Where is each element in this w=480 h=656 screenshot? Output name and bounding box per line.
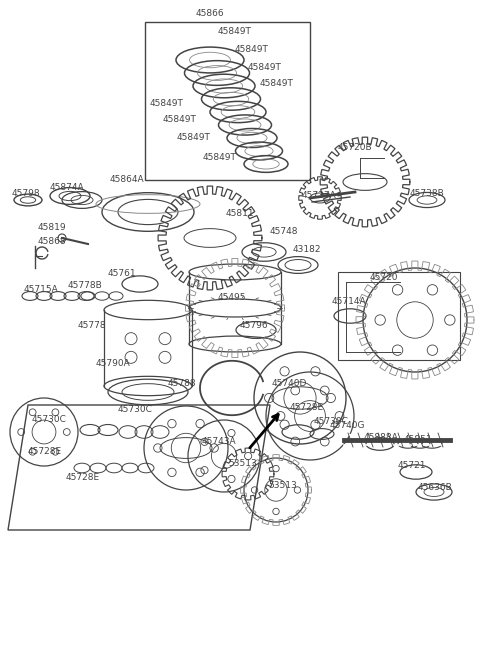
- Text: 45495: 45495: [218, 293, 247, 302]
- Text: 45866: 45866: [196, 9, 224, 18]
- Text: 45761: 45761: [108, 270, 137, 279]
- Text: 45728E: 45728E: [290, 403, 324, 413]
- Text: 45849T: 45849T: [235, 45, 269, 54]
- Text: 45849T: 45849T: [177, 133, 211, 142]
- Text: 45796: 45796: [240, 321, 269, 329]
- Text: 45740D: 45740D: [272, 379, 307, 388]
- Text: 53513: 53513: [228, 459, 257, 468]
- Text: 45778B: 45778B: [68, 281, 103, 289]
- Text: 45720B: 45720B: [338, 144, 372, 152]
- Text: 45738B: 45738B: [410, 190, 445, 199]
- Text: 45849T: 45849T: [150, 98, 184, 108]
- Text: 45730C: 45730C: [32, 415, 67, 424]
- Text: 45849T: 45849T: [163, 115, 197, 125]
- Text: 45798: 45798: [12, 188, 41, 197]
- Text: 45788: 45788: [168, 379, 197, 388]
- Text: 45748: 45748: [270, 228, 299, 237]
- Text: 45715A: 45715A: [24, 285, 59, 295]
- Text: 45874A: 45874A: [50, 184, 84, 192]
- Text: 45849T: 45849T: [260, 79, 294, 89]
- Text: 45743A: 45743A: [202, 436, 237, 445]
- Text: 45728E: 45728E: [28, 447, 62, 457]
- Text: 45730C: 45730C: [118, 405, 153, 415]
- Text: 45720: 45720: [370, 274, 398, 283]
- Text: 45636B: 45636B: [418, 483, 453, 493]
- Text: 45849T: 45849T: [203, 154, 237, 163]
- Text: 53513: 53513: [268, 482, 297, 491]
- Text: 45849T: 45849T: [218, 28, 252, 37]
- Text: 45714A: 45714A: [332, 298, 367, 306]
- Text: 45851: 45851: [404, 436, 432, 445]
- Text: 45728E: 45728E: [66, 474, 100, 483]
- Text: 45868: 45868: [38, 237, 67, 247]
- Text: 43182: 43182: [293, 245, 322, 255]
- Text: 45811: 45811: [226, 209, 254, 218]
- Text: 45849T: 45849T: [248, 62, 282, 72]
- Text: 45778: 45778: [78, 321, 107, 331]
- Text: 45864A: 45864A: [110, 176, 144, 184]
- Text: 45888A: 45888A: [364, 434, 399, 443]
- Text: 45740G: 45740G: [330, 420, 365, 430]
- Text: 45819: 45819: [38, 224, 67, 232]
- Text: 45737A: 45737A: [302, 192, 337, 201]
- Text: 45721: 45721: [398, 462, 427, 470]
- Text: 45730C: 45730C: [314, 417, 349, 426]
- Text: 45790A: 45790A: [96, 358, 131, 367]
